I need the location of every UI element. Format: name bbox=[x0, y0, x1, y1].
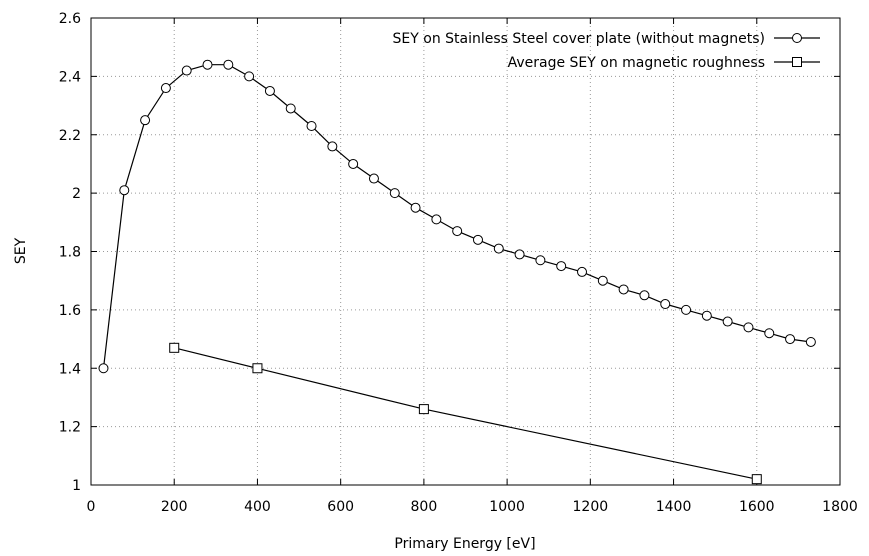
x-tick-label: 1600 bbox=[739, 499, 775, 515]
series-1-point bbox=[98, 363, 109, 374]
series-2-point bbox=[751, 474, 762, 485]
series-1-point bbox=[202, 59, 213, 70]
x-tick-label: 1400 bbox=[656, 499, 692, 515]
series-1-point bbox=[431, 214, 442, 225]
series-1-point bbox=[597, 275, 608, 286]
series-1-point bbox=[119, 185, 130, 196]
x-tick-label: 800 bbox=[411, 499, 438, 515]
series-1-point bbox=[306, 120, 317, 131]
legend-label: Average SEY on magnetic roughness bbox=[508, 55, 765, 71]
series-2-line bbox=[174, 347, 757, 480]
y-tick-label: 2 bbox=[72, 186, 81, 202]
series-1-point bbox=[327, 141, 338, 152]
series-1-point bbox=[660, 299, 671, 310]
series-1-point bbox=[514, 249, 525, 260]
series-1-point bbox=[181, 65, 192, 76]
legend-entry-1: SEY on Stainless Steel cover plate (with… bbox=[393, 31, 820, 47]
x-tick-label: 1800 bbox=[822, 499, 858, 515]
series-1-point bbox=[535, 255, 546, 266]
series-1-point bbox=[348, 158, 359, 169]
y-tick-label: 1.6 bbox=[59, 303, 81, 319]
series-1-point bbox=[577, 266, 588, 277]
series-1-point bbox=[681, 304, 692, 315]
y-tick-label: 2.6 bbox=[59, 11, 81, 27]
x-tick-label: 400 bbox=[244, 499, 271, 515]
series-1-point bbox=[389, 188, 400, 199]
y-tick-label: 1.8 bbox=[59, 245, 81, 261]
series-2 bbox=[169, 342, 762, 485]
legend-entry-2: Average SEY on magnetic roughness bbox=[508, 55, 820, 71]
series-1-point bbox=[764, 328, 775, 339]
series-1-point bbox=[410, 202, 421, 213]
y-tick-label: 2.2 bbox=[59, 128, 81, 144]
series-layer bbox=[98, 59, 816, 485]
x-tick-label: 1200 bbox=[573, 499, 609, 515]
tick-labels: 0 200 400 600 800 1000 1200 1400 1600 1800 1 1.2 1.4… bbox=[59, 11, 858, 515]
series-1-point bbox=[639, 290, 650, 301]
y-axis-title: SEY bbox=[13, 237, 29, 264]
plot-frame bbox=[90, 17, 841, 486]
legend-label: SEY on Stainless Steel cover plate (with… bbox=[393, 31, 765, 47]
series-1-point bbox=[223, 59, 234, 70]
series-1-point bbox=[701, 310, 712, 321]
series-1-point bbox=[805, 336, 816, 347]
series-1-point bbox=[722, 316, 733, 327]
series-1-point bbox=[743, 322, 754, 333]
y-tick-label: 1.2 bbox=[59, 420, 81, 436]
x-tick-label: 0 bbox=[87, 499, 96, 515]
x-tick-label: 200 bbox=[161, 499, 188, 515]
series-1-point bbox=[140, 115, 151, 126]
series-1-point bbox=[472, 234, 483, 245]
series-1-point bbox=[493, 243, 504, 254]
x-tick-label: 600 bbox=[327, 499, 354, 515]
y-tick-label: 2.4 bbox=[59, 69, 81, 85]
y-tick-label: 1 bbox=[72, 478, 81, 494]
series-1-line bbox=[102, 64, 811, 369]
series-1-point bbox=[618, 284, 629, 295]
series-2-point bbox=[418, 404, 429, 415]
legend-marker bbox=[792, 57, 802, 67]
x-tick-label: 1000 bbox=[489, 499, 525, 515]
series-1-point bbox=[368, 173, 379, 184]
y-tick-label: 1.4 bbox=[59, 361, 81, 377]
series-1-point bbox=[285, 103, 296, 114]
x-axis-title: Primary Energy [eV] bbox=[394, 536, 535, 552]
series-1-point bbox=[160, 83, 171, 94]
series-2-point bbox=[169, 342, 180, 353]
series-1-point bbox=[785, 334, 796, 345]
series-1-point bbox=[452, 226, 463, 237]
series-1-point bbox=[264, 85, 275, 96]
series-1 bbox=[98, 59, 816, 374]
grid bbox=[91, 18, 840, 485]
series-2-point bbox=[252, 363, 263, 374]
legend-marker bbox=[792, 33, 802, 43]
series-1-point bbox=[556, 261, 567, 272]
series-1-point bbox=[244, 71, 255, 82]
legend: SEY on Stainless Steel cover plate (with… bbox=[393, 31, 820, 71]
